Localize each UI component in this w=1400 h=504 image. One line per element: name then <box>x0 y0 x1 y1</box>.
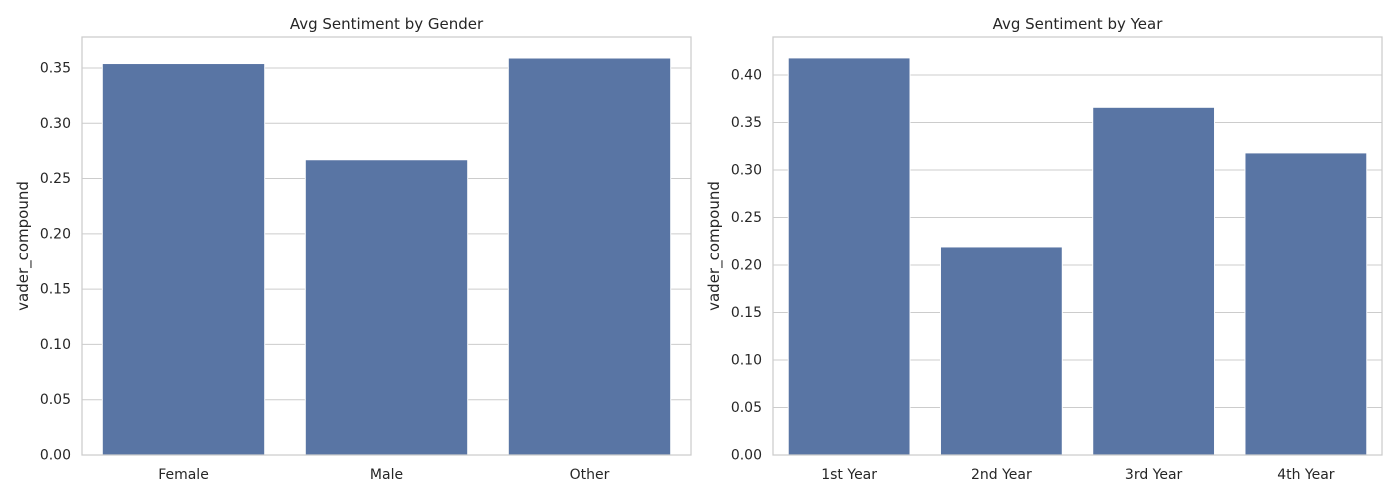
chart-title: Avg Sentiment by Gender <box>290 15 484 33</box>
bar-male <box>304 159 469 456</box>
axes-frame <box>81 36 692 456</box>
y-tick-label: 0.05 <box>731 400 762 416</box>
y-tick-label: 0.00 <box>40 448 71 464</box>
y-tick-label: 0.20 <box>731 258 762 274</box>
x-tick-label: Male <box>370 467 403 483</box>
y-tick-label: 0.30 <box>40 116 71 132</box>
y-tick-label: 0.05 <box>40 392 71 408</box>
bar-other <box>507 57 672 456</box>
y-axis-label: vader_compound <box>705 181 724 311</box>
bar-female <box>101 63 266 456</box>
x-tick-label: Female <box>158 467 209 483</box>
bar-3rd-year <box>1092 106 1216 456</box>
subplot-2: 0.00 0.05 0.10 0.15 0.20 0.25 0.30 0.35 0.40 1st … <box>705 15 1383 483</box>
x-tick-label: 2nd Year <box>971 467 1032 483</box>
x-tick-label: 1st Year <box>821 467 877 483</box>
y-tick-label: 0.35 <box>731 115 762 131</box>
y-tick-label: 0.40 <box>731 68 762 84</box>
y-tick-label: 0.00 <box>731 448 762 464</box>
bar-4th-year <box>1244 152 1368 456</box>
y-tick-label: 0.35 <box>40 60 71 76</box>
y-tick-label: 0.25 <box>731 210 762 226</box>
bar-1st-year <box>787 57 911 456</box>
x-tick-label: Other <box>570 467 610 483</box>
bar-2nd-year <box>939 246 1063 456</box>
y-tick-label: 0.20 <box>40 226 71 242</box>
y-tick-label: 0.25 <box>40 171 71 187</box>
y-tick-label: 0.10 <box>731 353 762 369</box>
x-tick-label: 3rd Year <box>1125 467 1183 483</box>
axes-frame <box>772 36 1383 456</box>
y-tick-label: 0.15 <box>731 305 762 321</box>
y-axis-label: vader_compound <box>14 181 33 311</box>
y-tick-label: 0.15 <box>40 282 71 298</box>
subplot-1: 0.00 0.05 0.10 0.15 0.20 0.25 0.30 0.35 Female Ma… <box>14 15 692 483</box>
y-tick-label: 0.10 <box>40 337 71 353</box>
x-tick-label: 4th Year <box>1277 467 1335 483</box>
y-tick-label: 0.30 <box>731 163 762 179</box>
chart-title: Avg Sentiment by Year <box>993 15 1164 33</box>
